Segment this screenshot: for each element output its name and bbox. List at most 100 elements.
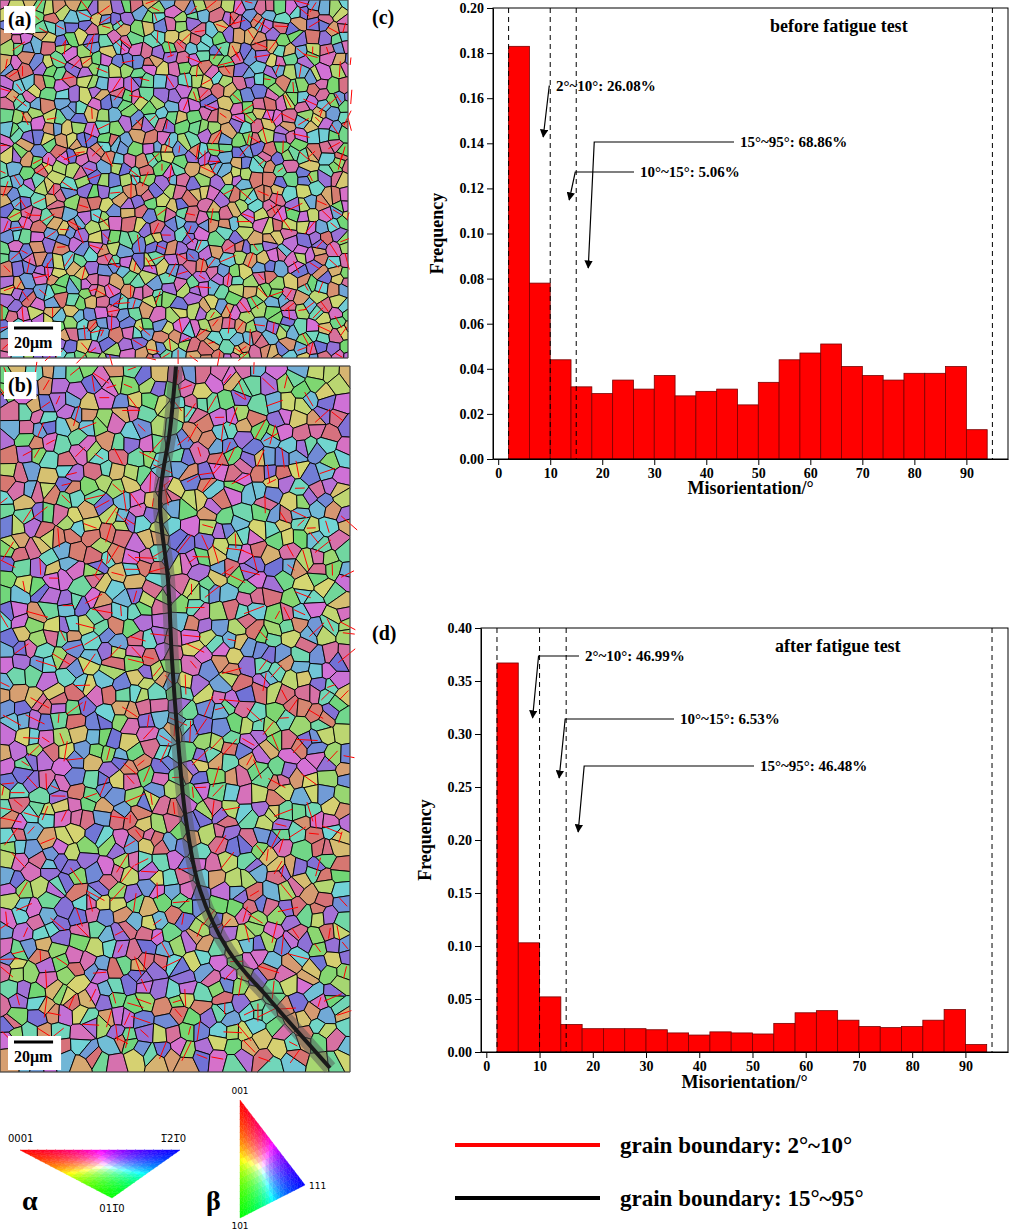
low-angle-boundary (64, 254, 72, 266)
low-angle-boundary (313, 308, 323, 319)
grain (0, 515, 13, 539)
low-angle-boundary (247, 134, 249, 144)
low-angle-boundary (60, 229, 69, 231)
low-angle-boundary (240, 145, 250, 156)
grain (197, 41, 211, 51)
low-angle-boundary (139, 326, 150, 335)
panel-label: (a) (8, 8, 31, 31)
grain (211, 349, 224, 358)
grain (252, 682, 267, 705)
grain (97, 142, 111, 152)
low-angle-boundary (133, 299, 136, 308)
low-angle-boundary (90, 330, 103, 333)
low-angle-boundary (317, 201, 327, 205)
low-angle-boundary (162, 353, 170, 358)
grain (307, 129, 320, 144)
low-angle-boundary (9, 212, 20, 218)
low-angle-boundary (254, 55, 269, 57)
low-angle-boundary (238, 322, 244, 330)
grain (282, 350, 297, 358)
low-angle-boundary (211, 161, 218, 173)
low-angle-boundary (228, 316, 230, 333)
low-angle-boundary (196, 145, 198, 159)
grain (96, 296, 109, 308)
low-angle-boundary (287, 203, 302, 210)
grain (171, 308, 188, 319)
low-angle-boundary (202, 79, 212, 85)
low-angle-boundary (101, 330, 104, 336)
low-angle-boundary (198, 329, 207, 336)
grain (195, 306, 207, 320)
low-angle-boundary (85, 168, 94, 171)
grain (122, 549, 140, 565)
grain (12, 147, 21, 163)
grain (233, 28, 245, 44)
grain (66, 277, 79, 293)
low-angle-boundary (15, 201, 21, 206)
low-angle-boundary (77, 227, 84, 243)
low-angle-boundary (50, 57, 65, 64)
grain (78, 500, 99, 519)
scale-bar-background (8, 322, 61, 356)
grain (304, 195, 317, 209)
low-angle-boundary (97, 124, 109, 130)
low-angle-boundary (305, 221, 316, 234)
grain (196, 51, 210, 62)
low-angle-boundary (33, 275, 48, 279)
low-angle-boundary (319, 102, 330, 113)
low-angle-boundary (213, 47, 221, 59)
low-angle-boundary (0, 327, 7, 328)
grain (306, 318, 319, 331)
low-angle-boundary (79, 0, 89, 12)
low-angle-boundary (36, 164, 50, 174)
low-angle-boundary (229, 20, 245, 25)
low-angle-boundary (26, 214, 41, 215)
low-angle-boundary (166, 75, 174, 87)
low-angle-boundary (282, 141, 283, 153)
grain (135, 346, 148, 358)
low-angle-boundary (340, 239, 349, 242)
grain (218, 133, 232, 145)
low-angle-boundary (333, 210, 342, 215)
grain (283, 53, 298, 65)
grain (318, 0, 330, 15)
grain (105, 354, 120, 358)
low-angle-boundary (114, 303, 130, 304)
low-angle-boundary (40, 214, 54, 222)
low-angle-boundary (278, 168, 283, 172)
low-angle-boundary (227, 273, 229, 286)
grain (116, 688, 131, 702)
low-angle-boundary (269, 291, 284, 296)
low-angle-boundary (110, 192, 120, 193)
low-angle-boundary (224, 65, 230, 74)
low-angle-boundary (3, 181, 8, 196)
low-angle-boundary (114, 87, 125, 100)
grain (153, 354, 161, 358)
grain (111, 433, 124, 450)
grain (102, 685, 116, 705)
low-angle-boundary (157, 31, 159, 43)
grain (69, 85, 80, 102)
label-background (4, 6, 35, 33)
low-angle-boundary (199, 275, 205, 279)
low-angle-boundary (140, 78, 150, 80)
low-angle-boundary (208, 342, 215, 344)
grain (174, 39, 187, 53)
low-angle-boundary (242, 214, 255, 219)
grain (12, 514, 25, 535)
grain (344, 352, 348, 358)
grain (313, 406, 330, 424)
low-angle-boundary (235, 116, 245, 122)
grain (106, 203, 121, 216)
low-angle-boundary (293, 134, 310, 138)
grain (328, 130, 339, 140)
grain (249, 345, 262, 358)
low-angle-boundary (132, 174, 138, 184)
low-angle-boundary (39, 28, 47, 33)
grain (200, 355, 212, 358)
low-angle-boundary (195, 30, 205, 31)
low-angle-boundary (239, 301, 249, 314)
low-angle-boundary (87, 34, 95, 47)
grain (283, 172, 298, 187)
grain (216, 507, 234, 525)
